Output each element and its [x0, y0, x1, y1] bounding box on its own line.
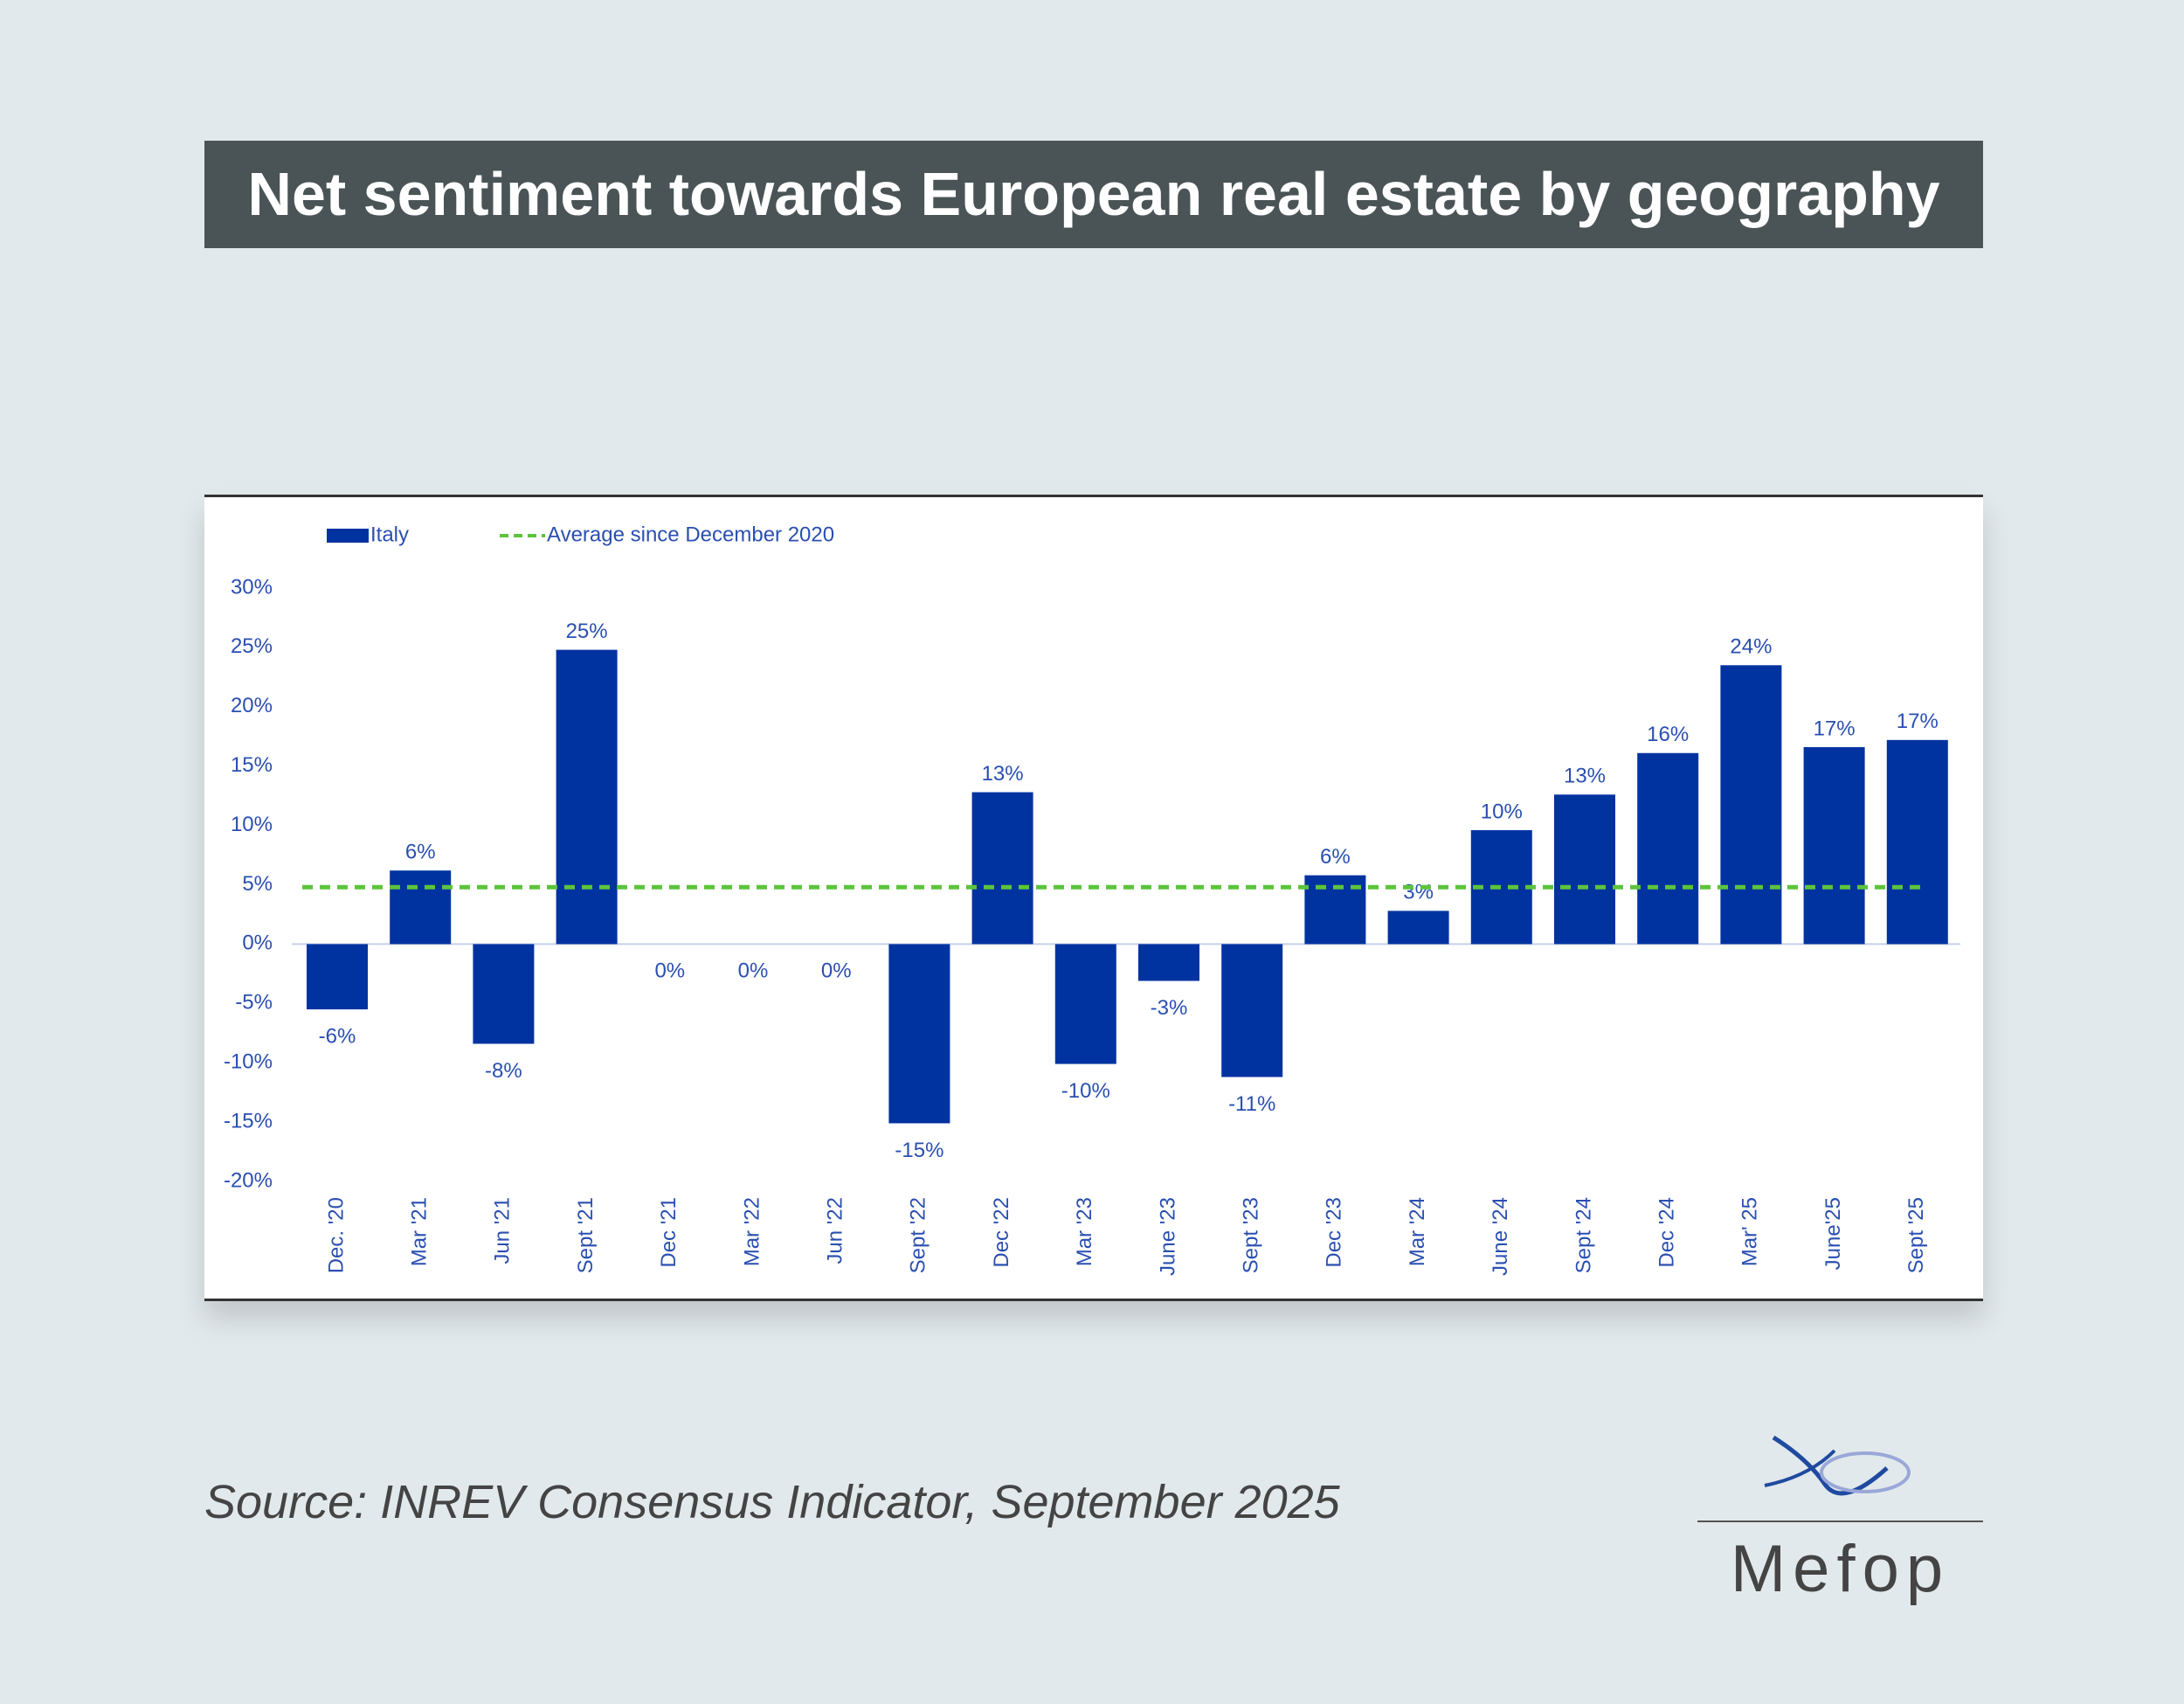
y-tick-label: 0% — [242, 932, 273, 955]
value-label: -10% — [1061, 1079, 1110, 1103]
y-tick-label: -10% — [224, 1050, 273, 1074]
x-tick-label: Dec. '20 — [324, 1197, 348, 1273]
y-tick-label: -20% — [224, 1168, 273, 1192]
x-tick-label: Sept '21 — [574, 1197, 598, 1273]
bar — [1720, 665, 1782, 945]
bar — [1554, 794, 1615, 945]
value-label: 3% — [1403, 881, 1434, 904]
bar — [1637, 752, 1699, 945]
x-tick-label: Sept '25 — [1904, 1197, 1928, 1273]
y-tick-label: 15% — [231, 753, 273, 777]
x-tick-label: Dec '21 — [657, 1197, 681, 1268]
value-label: 13% — [1564, 765, 1606, 788]
bar — [971, 792, 1033, 945]
value-label: 0% — [821, 959, 852, 983]
value-label: -6% — [319, 1024, 356, 1048]
x-tick-label: Jun '22 — [824, 1197, 847, 1264]
x-tick-label: June '24 — [1489, 1197, 1512, 1276]
logo: Mefop — [1697, 1520, 1983, 1607]
x-tick-label: Mar '24 — [1406, 1197, 1429, 1266]
bar — [473, 944, 535, 1044]
chart-panel: -20% -15% -10% -5% 0% 5% 10% 15% 20% 25% 30% Italy A… — [204, 495, 1983, 1301]
value-label: -8% — [485, 1059, 522, 1083]
source: Source: INREV Consensus Indicator, Septe… — [204, 1476, 1340, 1528]
value-label: 0% — [738, 959, 769, 983]
value-label: 10% — [1481, 800, 1523, 823]
value-label: 17% — [1814, 717, 1856, 740]
y-tick-label: 10% — [231, 813, 273, 836]
x-tick-label: Sept '22 — [907, 1197, 930, 1273]
value-label: -15% — [895, 1139, 943, 1162]
value-label: 6% — [1320, 845, 1351, 869]
legend-swatch — [327, 529, 369, 543]
y-tick-label: 20% — [231, 694, 273, 717]
bar — [1387, 911, 1449, 945]
legend-label: Average since December 2020 — [547, 523, 834, 546]
y-tick-label: -5% — [235, 991, 273, 1015]
x-tick-label: June'25 — [1821, 1197, 1845, 1270]
x-tick-label: Dec '22 — [990, 1197, 1013, 1268]
bar — [390, 870, 452, 945]
value-label: 6% — [405, 841, 436, 864]
value-label: 0% — [654, 959, 685, 983]
value-label: -11% — [1228, 1092, 1275, 1116]
bar — [1886, 739, 1948, 945]
x-tick-label: Dec '23 — [1323, 1197, 1346, 1268]
bar — [1138, 944, 1199, 981]
bar — [556, 649, 618, 945]
value-label: -3% — [1151, 996, 1188, 1020]
bar — [888, 944, 950, 1124]
x-tick-label: Mar '22 — [740, 1197, 764, 1266]
y-tick-label: 5% — [242, 872, 273, 896]
chart: -20% -15% -10% -5% 0% 5% 10% 15% 20% 25% 30% Italy A… — [224, 523, 1960, 1276]
y-tick-label: -15% — [224, 1109, 273, 1133]
bar — [307, 944, 368, 1010]
y-tick-label: 30% — [231, 575, 273, 599]
y-tick-label: 25% — [231, 634, 273, 658]
x-tick-label: Jun '21 — [491, 1197, 515, 1264]
value-label: 24% — [1730, 635, 1772, 659]
bar — [1221, 944, 1283, 1077]
x-tick-label: Dec '24 — [1655, 1197, 1679, 1268]
bar — [1054, 944, 1116, 1064]
value-label: 16% — [1647, 723, 1689, 746]
value-label: 17% — [1897, 710, 1939, 733]
x-tick-label: Mar '21 — [408, 1197, 432, 1266]
x-tick-label: Mar' 25 — [1738, 1197, 1762, 1266]
legend-label: Italy — [370, 523, 409, 546]
x-tick-label: Sept '24 — [1572, 1197, 1595, 1273]
x-tick-label: Mar '23 — [1073, 1197, 1096, 1266]
title: Net sentiment towards European real esta… — [204, 141, 1983, 248]
logo-mark — [1764, 1435, 1911, 1496]
bar — [1803, 746, 1865, 945]
value-label: 13% — [982, 762, 1024, 786]
x-tick-label: June '23 — [1156, 1197, 1179, 1276]
value-label: 25% — [566, 620, 608, 643]
x-tick-label: Sept '23 — [1240, 1197, 1263, 1273]
